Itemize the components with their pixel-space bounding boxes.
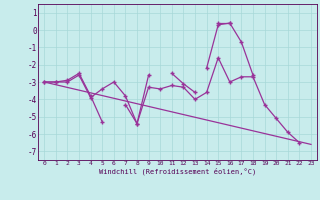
X-axis label: Windchill (Refroidissement éolien,°C): Windchill (Refroidissement éolien,°C) [99,168,256,175]
